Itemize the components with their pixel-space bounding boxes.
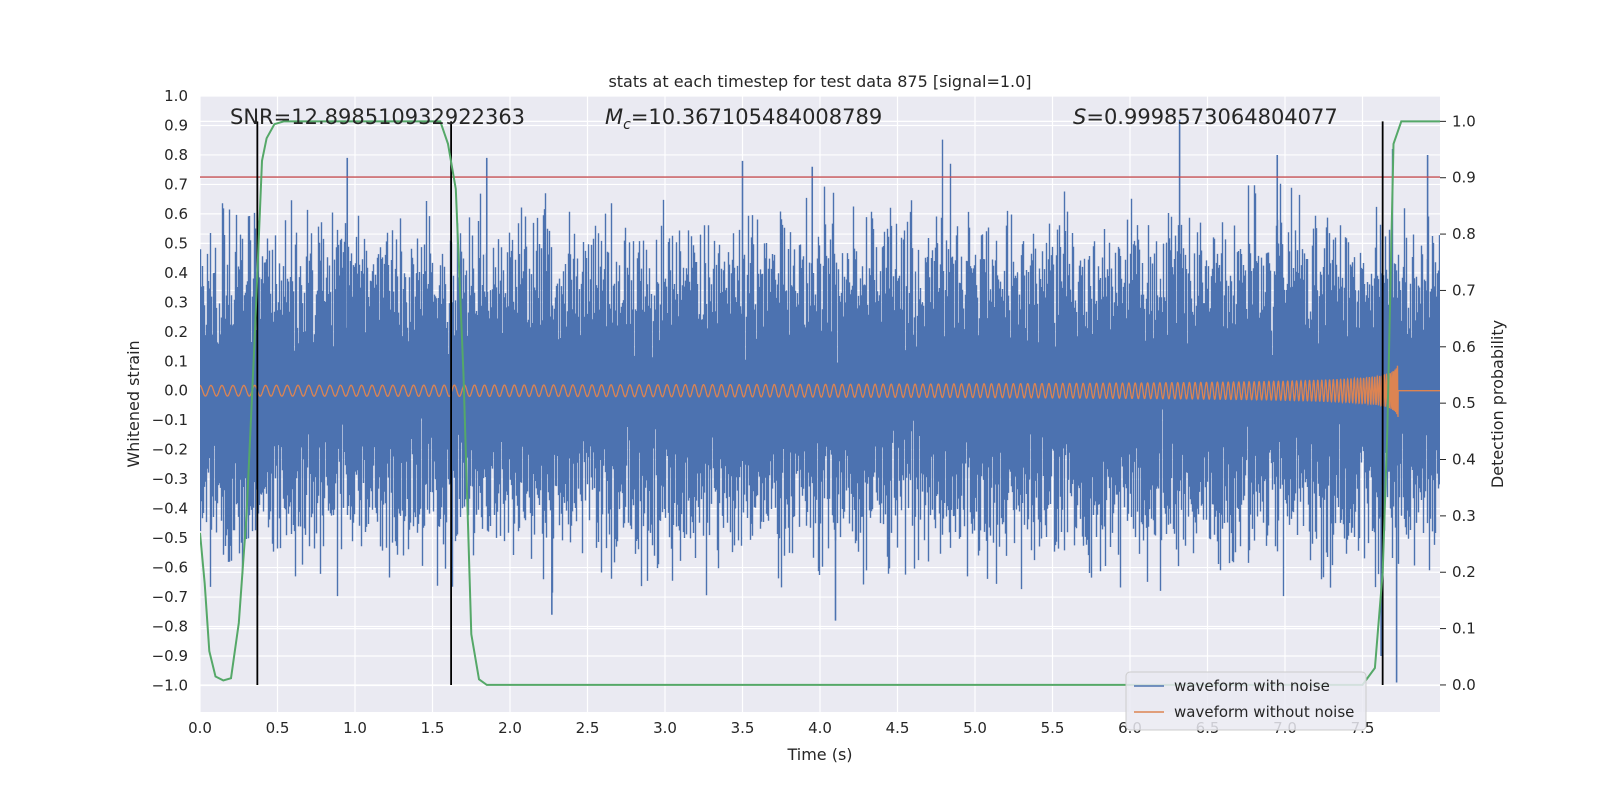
tick-labels: 0.00.51.01.52.02.53.03.54.04.55.05.56.06… bbox=[152, 87, 1476, 737]
x-tick-label: 5.0 bbox=[963, 719, 987, 737]
y-left-tick-label: −0.7 bbox=[152, 588, 188, 606]
y-right-tick-label: 0.6 bbox=[1452, 338, 1476, 356]
chirp-mass-subscript: c bbox=[623, 117, 631, 133]
x-tick-label: 4.5 bbox=[886, 719, 910, 737]
y-left-tick-label: 0.1 bbox=[164, 352, 188, 370]
x-tick-label: 1.0 bbox=[343, 719, 367, 737]
y-left-tick-label: −0.8 bbox=[152, 618, 188, 636]
x-tick-label: 2.0 bbox=[498, 719, 522, 737]
x-tick-label: 5.5 bbox=[1041, 719, 1065, 737]
legend-label-noise: waveform with noise bbox=[1174, 677, 1330, 695]
y-right-tick-label: 0.0 bbox=[1452, 676, 1476, 694]
y-left-tick-label: −0.3 bbox=[152, 470, 188, 488]
x-tick-label: 0.0 bbox=[188, 719, 212, 737]
y-left-tick-label: 0.3 bbox=[164, 293, 188, 311]
chirp-mass-value: =10.367105484008789 bbox=[631, 105, 882, 129]
y-left-tick-label: −0.4 bbox=[152, 500, 188, 518]
legend-label-chirp: waveform without noise bbox=[1174, 703, 1354, 721]
y-left-tick-label: 0.4 bbox=[164, 264, 188, 282]
y-right-tick-label: 0.3 bbox=[1452, 507, 1476, 525]
x-tick-label: 2.5 bbox=[576, 719, 600, 737]
y-left-tick-label: −0.9 bbox=[152, 647, 188, 665]
y-right-tick-label: 0.5 bbox=[1452, 394, 1476, 412]
legend: waveform with noise waveform without noi… bbox=[1125, 671, 1367, 731]
y-right-tick-label: 1.0 bbox=[1452, 112, 1476, 130]
y-right-tick-label: 0.8 bbox=[1452, 225, 1476, 243]
chirp-mass-annotation: Mc=10.367105484008789 bbox=[605, 105, 882, 133]
x-tick-label: 1.5 bbox=[421, 719, 445, 737]
y-left-tick-label: 0.6 bbox=[164, 205, 188, 223]
y-axis-label-left: Whitened strain bbox=[124, 340, 143, 467]
y-left-tick-label: −0.6 bbox=[152, 559, 188, 577]
y-left-tick-label: 0.0 bbox=[164, 382, 188, 400]
y-left-tick-label: −0.5 bbox=[152, 529, 188, 547]
s-value: =0.9998573064804077 bbox=[1086, 105, 1337, 129]
s-annotation: S=0.9998573064804077 bbox=[1073, 105, 1338, 129]
x-tick-label: 4.0 bbox=[808, 719, 832, 737]
chart-title: stats at each timestep for test data 875… bbox=[608, 72, 1031, 91]
y-left-tick-label: 0.5 bbox=[164, 234, 188, 252]
y-axis-label-right: Detection probability bbox=[1488, 320, 1507, 488]
s-symbol: S bbox=[1073, 105, 1086, 129]
y-left-tick-label: −0.2 bbox=[152, 441, 188, 459]
probability-series-line bbox=[200, 120, 1440, 686]
x-axis-label: Time (s) bbox=[786, 745, 852, 764]
y-left-tick-label: 0.9 bbox=[164, 116, 188, 134]
data-layer bbox=[200, 119, 1440, 686]
y-right-tick-label: 0.4 bbox=[1452, 451, 1476, 469]
y-left-tick-label: 0.7 bbox=[164, 175, 188, 193]
x-tick-label: 0.5 bbox=[266, 719, 290, 737]
y-left-tick-label: 0.2 bbox=[164, 323, 188, 341]
x-tick-label: 3.0 bbox=[653, 719, 677, 737]
snr-annotation: SNR=12.898510932922363 bbox=[230, 105, 525, 129]
chirp-mass-symbol: M bbox=[605, 105, 623, 129]
legend-box bbox=[1125, 671, 1367, 731]
y-right-tick-label: 0.2 bbox=[1452, 563, 1476, 581]
x-tick-label: 3.5 bbox=[731, 719, 755, 737]
y-left-tick-label: 1.0 bbox=[164, 87, 188, 105]
y-right-tick-label: 0.9 bbox=[1452, 169, 1476, 187]
y-left-tick-label: −0.1 bbox=[152, 411, 188, 429]
y-left-tick-label: −1.0 bbox=[152, 676, 188, 694]
noise-series-line bbox=[200, 139, 1440, 597]
y-left-tick-label: 0.8 bbox=[164, 146, 188, 164]
y-right-tick-label: 0.7 bbox=[1452, 281, 1476, 299]
chirp-series-line bbox=[200, 365, 1440, 418]
y-right-tick-label: 0.1 bbox=[1452, 620, 1476, 638]
